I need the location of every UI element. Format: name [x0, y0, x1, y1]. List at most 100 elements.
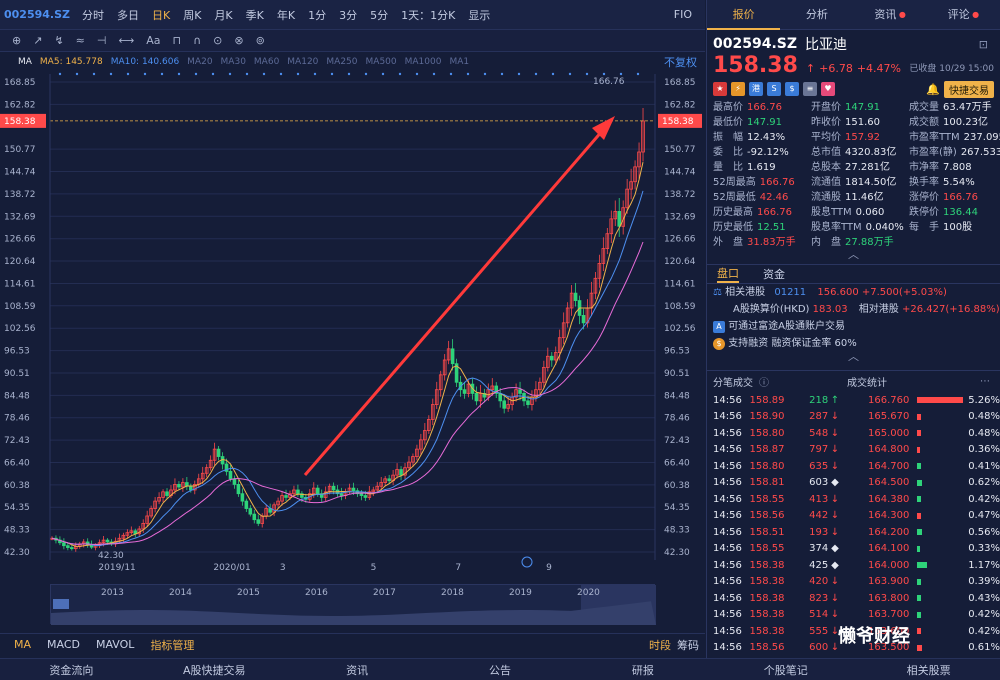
- footer-tab-3[interactable]: 公告: [489, 663, 511, 677]
- flag-icon[interactable]: ★: [713, 82, 727, 96]
- more-icon[interactable]: ⋯: [980, 376, 990, 387]
- event-dot: [449, 72, 453, 76]
- stats-title[interactable]: 成交统计: [847, 378, 887, 389]
- draw-tool-icon-8[interactable]: ∩: [193, 34, 202, 47]
- tab-funds[interactable]: 资金: [763, 268, 785, 281]
- quote-cell: 换手率 5.54%: [909, 175, 1000, 190]
- quote-value: 147.91: [845, 102, 880, 113]
- footer-tab-1[interactable]: A股快捷交易: [183, 663, 246, 677]
- period-tab-9[interactable]: 5分: [370, 8, 389, 22]
- draw-tool-icon-4[interactable]: ⊣: [96, 34, 107, 47]
- help-icon[interactable]: ⓘ: [759, 378, 769, 389]
- period-tab-6[interactable]: 年K: [276, 8, 296, 22]
- fq-right[interactable]: 不复权: [664, 56, 697, 69]
- candle-body: [315, 487, 320, 495]
- ma-other-3[interactable]: MA120: [287, 57, 319, 67]
- fq-label[interactable]: FIO: [673, 8, 692, 21]
- period-tab-8[interactable]: 3分: [339, 8, 358, 22]
- s-icon[interactable]: S: [767, 82, 781, 96]
- quote-tab-2[interactable]: 资讯 ●: [874, 7, 906, 21]
- candle-body: [284, 495, 288, 498]
- tab-orderbook[interactable]: 盘口: [717, 265, 739, 283]
- draw-tool-icon-11[interactable]: ⊚: [255, 34, 265, 47]
- fast-trade-button[interactable]: 快捷交易: [944, 80, 994, 98]
- draw-tool-icon-10[interactable]: ⊗: [234, 34, 244, 47]
- ma-other-2[interactable]: MA60: [253, 57, 280, 67]
- ma5-label[interactable]: MA5: 145.778: [39, 57, 103, 67]
- add-icon[interactable]: ⊡: [978, 37, 988, 51]
- ma-other-1[interactable]: MA30: [220, 57, 246, 67]
- quote-tab-0[interactable]: 报价: [707, 0, 781, 30]
- draw-tool-icon-0[interactable]: ⊕: [12, 34, 22, 47]
- period-tab-5[interactable]: 季K: [245, 8, 264, 22]
- hk-connect-icon[interactable]: 港: [749, 82, 763, 96]
- period-tab-2[interactable]: 日K: [152, 8, 171, 22]
- ma-other-7[interactable]: MA1: [449, 57, 470, 67]
- quote-cell: 股息TTM 0.060: [811, 205, 909, 220]
- dollar-icon[interactable]: $: [785, 82, 799, 96]
- quote-tab-1[interactable]: 分析: [805, 7, 828, 21]
- candle-body: [319, 493, 324, 498]
- ma-other-4[interactable]: MA250: [326, 57, 358, 67]
- heart-icon[interactable]: ♥: [821, 82, 835, 96]
- quote-label: 内 盘: [811, 237, 841, 248]
- footer-tab-0[interactable]: 资金流向: [49, 663, 94, 677]
- period-tab-1[interactable]: 多日: [117, 8, 139, 22]
- lightning-icon[interactable]: ⚡: [731, 82, 745, 96]
- stat-price: 165.000: [868, 427, 910, 439]
- bell-icon[interactable]: 🔔: [926, 82, 940, 96]
- hk-code[interactable]: 01211: [774, 287, 807, 298]
- bottom-right-tab-0[interactable]: 时段: [649, 638, 671, 652]
- stat-bar: [917, 413, 961, 420]
- period-tab-3[interactable]: 周K: [183, 8, 202, 22]
- draw-tool-icon-1[interactable]: ↗: [33, 34, 43, 47]
- candle-body: [542, 367, 546, 383]
- stat-price: 166.760: [868, 394, 910, 406]
- footer-tab-6[interactable]: 相关股票: [906, 663, 951, 677]
- footer-tab-4[interactable]: 研报: [631, 663, 654, 677]
- time-navigator[interactable]: 2013 2014 2015 2016 2017 2018 2019 2020: [50, 584, 656, 625]
- y-tick-right: 96.53: [664, 347, 690, 357]
- stat-bar-fill: [917, 628, 922, 635]
- collapse-icon[interactable]: ︿: [848, 248, 859, 261]
- ma-other-5[interactable]: MA500: [365, 57, 397, 67]
- quote-tab-3[interactable]: 评论 ●: [947, 7, 980, 21]
- candle-body: [200, 472, 205, 480]
- indicator-tab-3[interactable]: 指标管理: [150, 638, 195, 652]
- y-tick-right: 60.38: [664, 481, 690, 491]
- period-tab-11[interactable]: 显示: [468, 8, 491, 22]
- indicator-tab-1[interactable]: MACD: [47, 638, 80, 651]
- kline-chart[interactable]: 168.85 168.85 162.82 162.82 150.77 150.77 144.…: [0, 72, 705, 582]
- collapse-icon-2[interactable]: ︿: [848, 350, 859, 363]
- ma-label[interactable]: MA: [18, 57, 32, 67]
- period-tab-7[interactable]: 1分: [308, 8, 327, 22]
- y-tick-left: 120.64: [4, 257, 36, 267]
- event-dot: [500, 72, 504, 76]
- footer-tab-5[interactable]: 个股笔记: [763, 663, 808, 677]
- indicator-tab-0[interactable]: MA: [14, 638, 32, 651]
- draw-tool-icon-2[interactable]: ↯: [54, 34, 64, 47]
- trade-row: 14:56 158.51 193 ↓ 164.200 0.56%: [707, 524, 1000, 541]
- draw-tool-icon-7[interactable]: ⊓: [172, 34, 182, 47]
- period-tab-0[interactable]: 分时: [82, 8, 104, 22]
- bottom-right-tab-1[interactable]: 筹码: [677, 638, 699, 652]
- draw-tool-icon-3[interactable]: ≈: [75, 34, 85, 47]
- draw-tool-icon-6[interactable]: Aa: [146, 34, 161, 47]
- watermark: 懒爷财经: [838, 626, 910, 647]
- ticks-title[interactable]: 分笔成交: [713, 378, 753, 389]
- ma-other-6[interactable]: MA1000: [404, 57, 442, 67]
- stat-bar: [917, 496, 961, 503]
- quote-value: 100.23亿: [943, 117, 988, 128]
- draw-tool-icon-9[interactable]: ⊙: [213, 34, 223, 47]
- ma10-label[interactable]: MA10: 140.606: [110, 57, 180, 67]
- period-tab-10[interactable]: 1天：1分K: [401, 8, 456, 22]
- ma-other-0[interactable]: MA20: [187, 57, 213, 67]
- stock-code[interactable]: 002594.SZ: [4, 8, 70, 21]
- nav-handle-left: [53, 599, 69, 609]
- doc-icon[interactable]: ≡: [803, 82, 817, 96]
- indicator-tab-2[interactable]: MAVOL: [96, 638, 135, 651]
- draw-tool-icon-5[interactable]: ⟷: [118, 34, 135, 47]
- period-tab-4[interactable]: 月K: [214, 8, 233, 22]
- footer-tab-2[interactable]: 资讯: [346, 663, 369, 677]
- candle-body: [597, 263, 602, 279]
